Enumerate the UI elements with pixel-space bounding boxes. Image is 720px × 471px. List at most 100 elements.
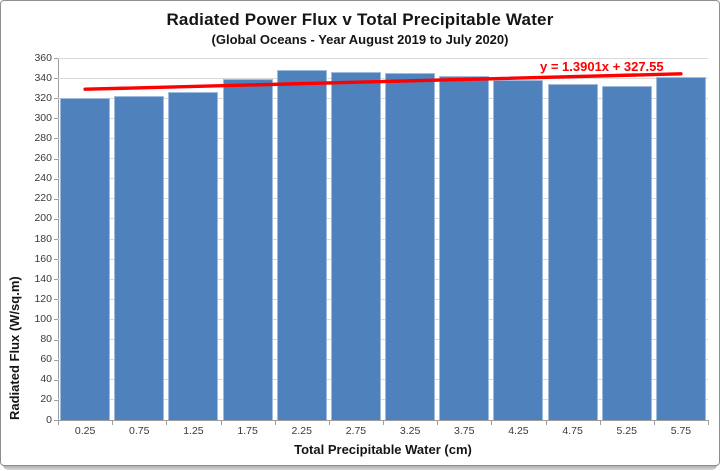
- y-tick-mark: [54, 178, 58, 180]
- y-tick-label-160: 160: [34, 252, 52, 265]
- y-tick-mark: [54, 399, 58, 401]
- y-tick-mark: [54, 420, 58, 421]
- x-tick-label-4.75: 4.75: [562, 425, 583, 437]
- y-tick-mark: [54, 279, 58, 281]
- y-tick-label-100: 100: [34, 312, 52, 325]
- y-tick-mark: [54, 138, 58, 140]
- gridline: [58, 339, 708, 341]
- x-tick-mark: [329, 421, 330, 425]
- x-tick-mark: [112, 421, 113, 425]
- plot-area: y = 1.3901x + 327.55: [58, 57, 708, 420]
- x-tick-mark: [546, 421, 547, 425]
- x-tick-label-1.25: 1.25: [183, 425, 204, 437]
- x-tick-label-1.75: 1.75: [237, 425, 258, 437]
- y-tick-label-20: 20: [40, 393, 52, 406]
- y-tick-label-200: 200: [34, 212, 52, 225]
- y-tick-mark: [54, 158, 58, 160]
- gridline: [58, 318, 708, 320]
- y-tick-mark: [54, 299, 58, 301]
- y-tick-label-300: 300: [34, 111, 52, 124]
- gridline: [58, 278, 708, 280]
- x-axis-line: [58, 420, 709, 421]
- x-tick-label-4.25: 4.25: [508, 425, 529, 437]
- y-tick-mark: [54, 359, 58, 361]
- y-tick-label-40: 40: [40, 373, 52, 386]
- y-tick-mark: [54, 78, 58, 80]
- gridline: [58, 218, 708, 220]
- chart-subtitle: (Global Oceans - Year August 2019 to Jul…: [211, 32, 509, 47]
- x-axis-title: Total Precipitable Water (cm): [294, 442, 472, 457]
- bar-0.25: [60, 98, 111, 420]
- y-tick-mark: [54, 319, 58, 321]
- bar-1.25: [168, 92, 219, 420]
- y-tick-mark: [54, 198, 58, 200]
- bar-2.25: [276, 70, 327, 420]
- x-tick-label-3.25: 3.25: [399, 425, 421, 437]
- gridline: [58, 198, 708, 200]
- x-tick-label-2.25: 2.25: [291, 425, 312, 437]
- bar-4.75: [547, 84, 598, 420]
- y-tick-label-240: 240: [34, 172, 52, 185]
- y-tick-label-280: 280: [34, 131, 52, 144]
- y-tick-mark: [54, 379, 58, 381]
- gridline: [58, 298, 708, 300]
- y-tick-label-120: 120: [34, 292, 52, 305]
- chart-title: Radiated Power Flux v Total Precipitable…: [166, 10, 554, 29]
- gridline: [58, 359, 708, 361]
- y-tick-label-0: 0: [46, 413, 52, 426]
- x-tick-label-0.25: 0.25: [74, 425, 96, 437]
- x-tick-mark: [221, 421, 222, 425]
- gridline: [58, 238, 708, 240]
- gridline: [58, 77, 708, 79]
- y-tick-label-140: 140: [34, 272, 52, 285]
- y-tick-label-180: 180: [34, 232, 52, 245]
- gridline: [58, 57, 708, 59]
- x-tick-mark: [166, 421, 167, 425]
- y-tick-label-360: 360: [34, 51, 52, 64]
- y-tick-mark: [54, 118, 58, 120]
- bar-5.25: [601, 85, 652, 420]
- x-tick-label-5.75: 5.75: [670, 425, 692, 437]
- y-tick-label-260: 260: [34, 152, 52, 165]
- x-tick-mark: [275, 421, 276, 425]
- y-tick-mark: [54, 58, 58, 59]
- bar-2.75: [330, 71, 381, 420]
- bar-5.75: [655, 76, 706, 420]
- y-tick-label-320: 320: [34, 91, 52, 104]
- bar-4.25: [493, 80, 544, 420]
- y-tick-label-340: 340: [34, 71, 52, 84]
- x-tick-mark: [708, 421, 709, 425]
- y-tick-mark: [54, 239, 58, 240]
- y-axis-line: [58, 58, 59, 424]
- gridline: [58, 117, 708, 119]
- x-tick-label-3.75: 3.75: [454, 425, 475, 437]
- x-tick-label-5.25: 5.25: [616, 425, 637, 437]
- y-tick-mark: [54, 339, 58, 341]
- y-tick-mark: [54, 218, 58, 220]
- gridline: [58, 158, 708, 160]
- gridline: [58, 379, 708, 381]
- gridline: [58, 258, 708, 260]
- y-tick-label-80: 80: [40, 333, 52, 346]
- bar-3.75: [439, 75, 490, 420]
- y-tick-label-60: 60: [40, 353, 52, 366]
- gridline: [58, 399, 708, 401]
- gridline: [58, 178, 708, 180]
- bar-3.25: [385, 73, 436, 420]
- gridline: [58, 97, 708, 99]
- card-drop-shadow: [3, 464, 717, 470]
- x-tick-mark: [58, 421, 59, 425]
- bar-0.75: [114, 95, 165, 420]
- x-tick-label-2.75: 2.75: [345, 425, 367, 437]
- x-tick-mark: [654, 421, 655, 425]
- gridline: [58, 137, 708, 139]
- y-tick-mark: [54, 259, 58, 261]
- y-tick-label-220: 220: [34, 192, 52, 205]
- x-tick-mark: [600, 421, 601, 425]
- x-tick-mark: [491, 421, 492, 425]
- x-tick-mark: [437, 421, 438, 425]
- y-tick-mark: [54, 98, 58, 100]
- x-tick-label-0.75: 0.75: [129, 425, 150, 437]
